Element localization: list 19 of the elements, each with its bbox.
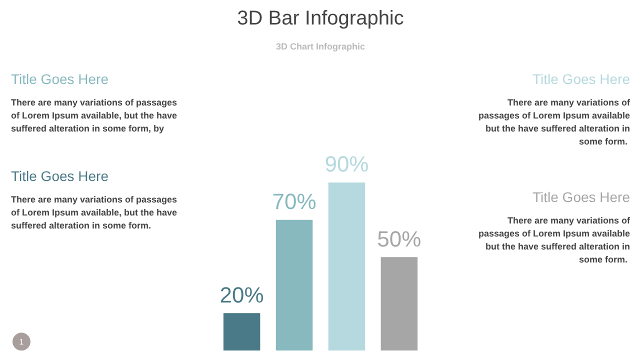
text: Title Goes Here	[532, 71, 630, 88]
chart-subtitle: 3D Chart Infographic	[276, 42, 366, 52]
text: Title Goes Here	[10, 71, 109, 88]
text: There are many variations of passages of Lorem Ipsum available but the have suffered alteration in some form.	[478, 215, 632, 264]
text: There are many variations of passages of Lorem Ipsum available, but the have suffered alteration in some form, by	[10, 98, 178, 134]
bar	[223, 313, 260, 350]
text: 1	[19, 338, 24, 347]
bar	[328, 182, 366, 350]
data-label: 20%	[220, 282, 264, 308]
text: There are many variations of passages of Lorem Ipsum available, but the have suffered alteration in some form.	[10, 194, 178, 231]
data-label: 70%	[272, 188, 316, 214]
data-label: 90%	[324, 152, 369, 177]
chart-title: 3D Bar Infographic	[237, 8, 404, 30]
data-label: 50%	[377, 226, 422, 252]
bar	[276, 220, 313, 350]
text: There are many variations of passages of Lorem Ipsum available but the have suffered alteration in some form.	[478, 98, 632, 147]
text: Title Goes Here	[532, 188, 630, 205]
text: Title Goes Here	[10, 168, 109, 184]
bar	[380, 257, 418, 350]
